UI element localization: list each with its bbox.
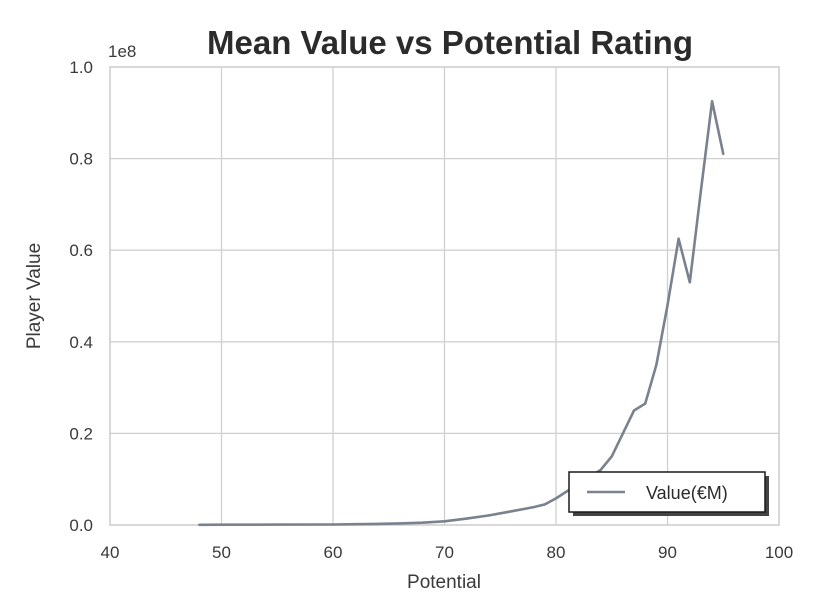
series-points — [198, 100, 725, 526]
data-point — [487, 514, 491, 517]
data-point — [677, 237, 680, 240]
data-point — [376, 522, 379, 526]
data-point — [198, 523, 201, 526]
y-tick-label: 0.6 — [69, 241, 93, 260]
data-point — [722, 152, 725, 156]
data-point — [443, 520, 446, 523]
data-point — [465, 517, 468, 520]
data-point — [398, 522, 402, 525]
y-tick-label: 0.8 — [69, 150, 93, 169]
data-point — [610, 455, 613, 458]
x-tick-label: 100 — [765, 543, 793, 562]
data-point — [421, 521, 424, 524]
data-point — [632, 409, 636, 412]
data-point — [655, 363, 658, 366]
x-tick-label: 50 — [212, 543, 231, 562]
y-axis-ticks: 0.0 0.2 0.4 0.6 0.8 1.0 — [69, 58, 93, 535]
y-tick-label: 0.0 — [69, 516, 93, 535]
x-tick-label: 80 — [547, 543, 566, 562]
data-point — [532, 505, 535, 509]
x-axis-label: Potential — [407, 572, 481, 593]
data-point — [644, 402, 647, 405]
x-axis-ticks: 40 50 60 70 80 90 100 — [101, 543, 794, 562]
chart-title: Mean Value vs Potential Rating — [207, 24, 693, 61]
data-point — [543, 503, 547, 506]
x-tick-label: 60 — [324, 543, 343, 562]
data-point — [220, 523, 223, 526]
plot-frame — [109, 66, 780, 526]
data-point — [710, 100, 714, 103]
data-point — [510, 510, 513, 513]
data-point — [666, 303, 669, 307]
data-point — [599, 468, 602, 472]
data-point — [276, 523, 279, 526]
data-point — [554, 497, 558, 500]
y-axis-offset-label: 1e8 — [108, 42, 136, 61]
x-tick-label: 90 — [658, 543, 677, 562]
y-tick-label: 0.4 — [69, 333, 93, 352]
x-tick-label: 40 — [101, 543, 120, 562]
y-tick-label: 1.0 — [69, 58, 93, 77]
data-point — [565, 489, 569, 493]
data-point — [699, 189, 703, 192]
y-tick-label: 0.2 — [69, 424, 93, 443]
legend: Value(€M) — [568, 471, 769, 516]
data-point — [688, 281, 691, 284]
data-point — [621, 432, 625, 435]
legend-label: Value(€M) — [646, 483, 728, 503]
series-line-value — [199, 100, 725, 527]
y-axis-label: Player Value — [24, 243, 45, 349]
x-tick-label: 70 — [435, 543, 454, 562]
data-point — [331, 523, 335, 526]
data-point — [354, 522, 357, 526]
